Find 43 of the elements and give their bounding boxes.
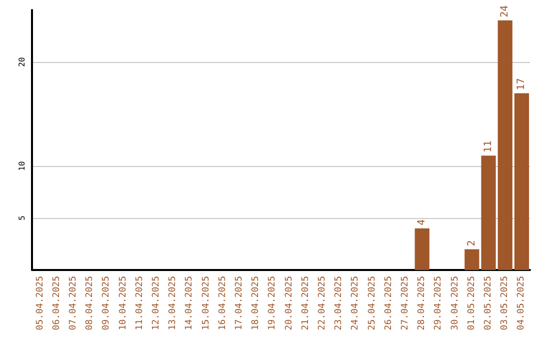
- x-tick-label: 20.04.2025: [284, 276, 294, 330]
- x-tick-label: 23.04.2025: [334, 276, 344, 330]
- x-tick-label: 12.04.2025: [152, 276, 162, 330]
- y-tick-label: 10: [18, 161, 26, 171]
- x-tick-label: 27.04.2025: [400, 276, 410, 330]
- x-tick-label: 16.04.2025: [218, 276, 228, 330]
- x-tick-label: 05.04.2025: [35, 276, 46, 330]
- x-tick-label: 28.04.2025: [417, 276, 428, 330]
- x-tick-label: 10.04.2025: [118, 276, 128, 330]
- data-label: 4: [416, 219, 428, 226]
- x-tick-label: 03.05.2025: [500, 276, 510, 330]
- x-tick-label: 09.04.2025: [102, 276, 112, 330]
- data-label: 11: [483, 140, 494, 153]
- bar: [481, 156, 496, 270]
- x-tick-label: 02.05.2025: [484, 276, 494, 330]
- x-tick-label: 06.04.2025: [52, 276, 62, 330]
- bar: [498, 20, 512, 270]
- x-tick-label: 17.04.2025: [234, 276, 244, 330]
- x-tick-label: 11.04.2025: [134, 276, 145, 330]
- x-tick-label: 18.04.2025: [251, 276, 262, 330]
- x-tick-label: 25.04.2025: [367, 276, 378, 330]
- x-tick-label: 08.04.2025: [85, 276, 96, 330]
- data-label: 2: [466, 240, 478, 246]
- data-label: 17: [516, 78, 528, 90]
- x-tick-label: 13.04.2025: [168, 276, 178, 330]
- x-tick-label: 22.04.2025: [318, 276, 328, 330]
- x-tick-label: 01.05.2025: [466, 276, 477, 330]
- data-label: 24: [500, 5, 511, 18]
- x-tick-label: 19.04.2025: [268, 276, 278, 330]
- bar: [514, 93, 530, 270]
- x-tick-label: 14.04.2025: [184, 276, 195, 330]
- bar: [414, 228, 430, 270]
- x-tick-label: 07.04.2025: [68, 276, 78, 330]
- x-tick-label: 26.04.2025: [384, 276, 394, 330]
- x-tick-label: 04.05.2025: [516, 276, 527, 330]
- x-tick-label: 15.04.2025: [201, 276, 212, 330]
- x-tick-label: 24.04.2025: [350, 276, 361, 330]
- x-tick-label: 30.04.2025: [450, 276, 460, 330]
- y-tick-label: 5: [18, 215, 26, 220]
- bar: [464, 249, 480, 270]
- x-tick-label: 29.04.2025: [434, 276, 444, 330]
- y-tick-label: 20: [18, 57, 26, 67]
- x-tick-label: 21.04.2025: [300, 276, 311, 330]
